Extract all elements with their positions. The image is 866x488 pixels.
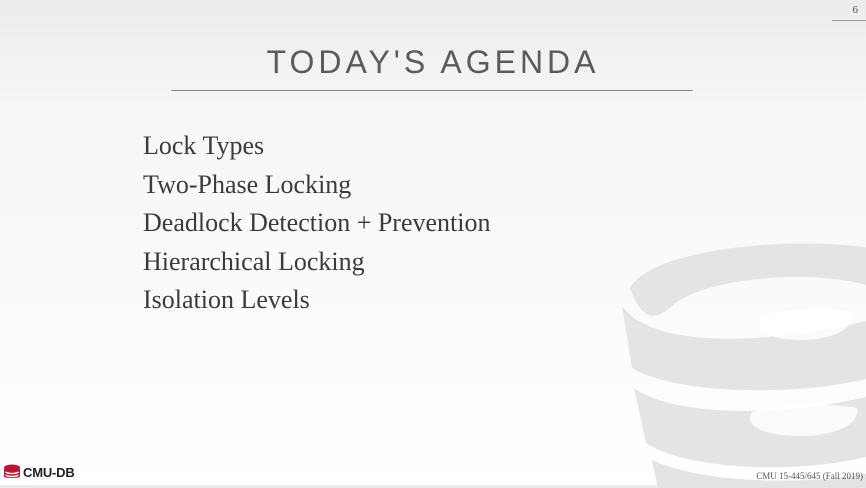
agenda-item-two-phase-locking: Two-Phase Locking (143, 169, 352, 199)
agenda-item-isolation-levels: Isolation Levels (143, 285, 310, 314)
database-icon (4, 464, 20, 478)
title-divider (171, 90, 693, 91)
agenda-item-deadlock: Deadlock Detection + Prevention (143, 208, 491, 237)
cmu-db-logo: CMU-DB (3, 464, 75, 480)
slide-title: TODAY'S AGENDA (266, 44, 600, 80)
agenda-list: Lock Types Two-Phase Locking Deadlock De… (143, 127, 491, 320)
agenda-item-lock-types: Lock Types (143, 131, 265, 160)
page-number: 6 (852, 4, 859, 16)
agenda-item-hierarchical-locking: Hierarchical Locking (143, 246, 365, 276)
logo-text: CMU-DB (23, 464, 75, 480)
page-number-divider (832, 20, 866, 21)
database-watermark-icon (622, 243, 866, 488)
course-footer: CMU 15-445/645 (Fall 2019) (756, 471, 863, 481)
